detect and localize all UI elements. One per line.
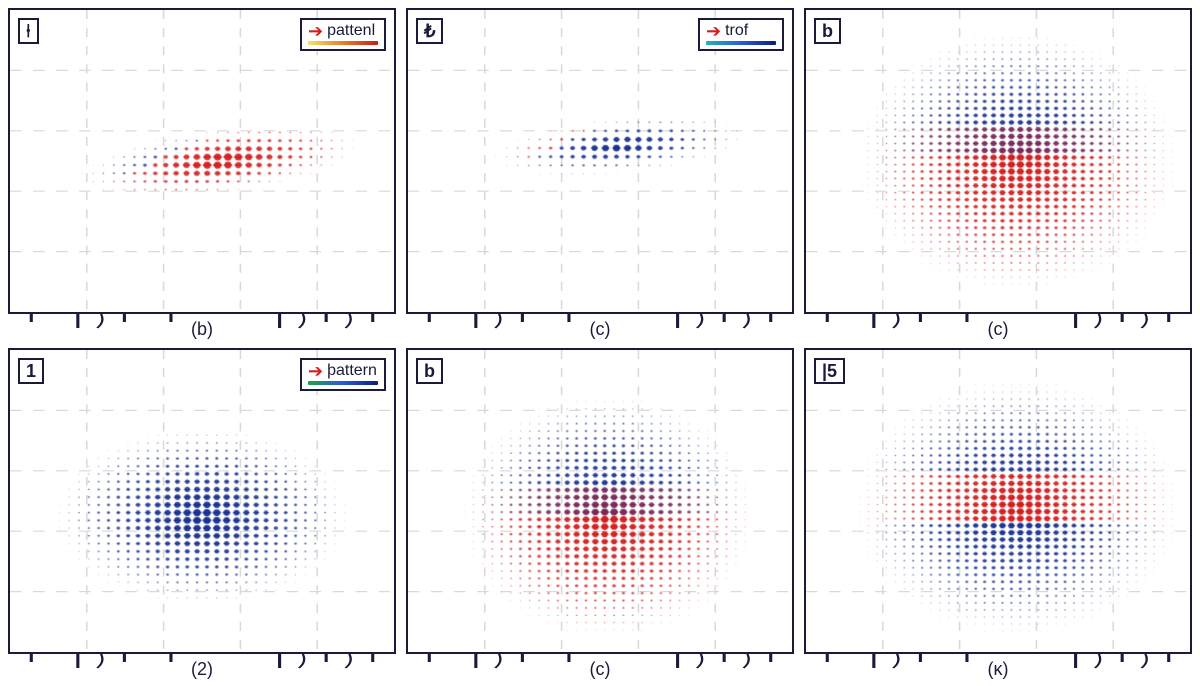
- plot-area: ⍿ ➔pattenl: [8, 8, 396, 314]
- panel-badge: ⍿: [18, 18, 39, 44]
- plot-area: |5: [804, 348, 1192, 654]
- vector-field: [10, 350, 394, 652]
- legend-label: pattenl: [327, 22, 375, 40]
- legend-arrow-icon: ➔: [308, 22, 323, 40]
- subplot-caption: (b): [191, 319, 213, 340]
- vector-field: [806, 350, 1190, 652]
- x-axis: (c): [406, 314, 794, 338]
- subplot-grid: ⍿➔pattenl(b)₺➔trof(c)b(c)1➔þattern(2)b(c…: [8, 8, 1192, 678]
- x-axis: (ĸ): [804, 654, 1192, 678]
- subplot: |5 (ĸ): [804, 348, 1192, 678]
- subplot: 1 ➔þattern (2): [8, 348, 396, 678]
- vector-field: [408, 350, 792, 652]
- subplot-caption: (ĸ): [988, 659, 1009, 680]
- panel-badge: b: [814, 18, 841, 44]
- legend-colorbar: [706, 41, 776, 45]
- subplot-caption: (2): [191, 659, 213, 680]
- legend-label: þattern: [327, 362, 377, 380]
- vector-field: [408, 10, 792, 312]
- vector-field: [10, 10, 394, 312]
- legend: ➔pattenl: [300, 18, 386, 51]
- x-axis: (c): [406, 654, 794, 678]
- subplot: ₺ ➔trof (c): [406, 8, 794, 338]
- plot-area: b: [406, 348, 794, 654]
- vector-field: [806, 10, 1190, 312]
- plot-area: b: [804, 8, 1192, 314]
- panel-badge: ₺: [416, 18, 443, 44]
- legend-colorbar: [308, 381, 378, 385]
- subplot: b (c): [804, 8, 1192, 338]
- legend: ➔trof: [698, 18, 784, 51]
- subplot: b (c): [406, 348, 794, 678]
- legend-colorbar: [308, 41, 378, 45]
- x-axis: (2): [8, 654, 396, 678]
- panel-badge: b: [416, 358, 443, 384]
- plot-area: ₺ ➔trof: [406, 8, 794, 314]
- subplot-caption: (c): [988, 319, 1009, 340]
- panel-badge: 1: [18, 358, 44, 384]
- subplot-caption: (c): [590, 659, 611, 680]
- subplot: ⍿ ➔pattenl (b): [8, 8, 396, 338]
- legend: ➔þattern: [300, 358, 386, 391]
- legend-label: trof: [725, 22, 748, 40]
- panel-badge: |5: [814, 358, 845, 384]
- x-axis: (b): [8, 314, 396, 338]
- subplot-caption: (c): [590, 319, 611, 340]
- plot-area: 1 ➔þattern: [8, 348, 396, 654]
- legend-arrow-icon: ➔: [308, 362, 323, 380]
- legend-arrow-icon: ➔: [706, 22, 721, 40]
- x-axis: (c): [804, 314, 1192, 338]
